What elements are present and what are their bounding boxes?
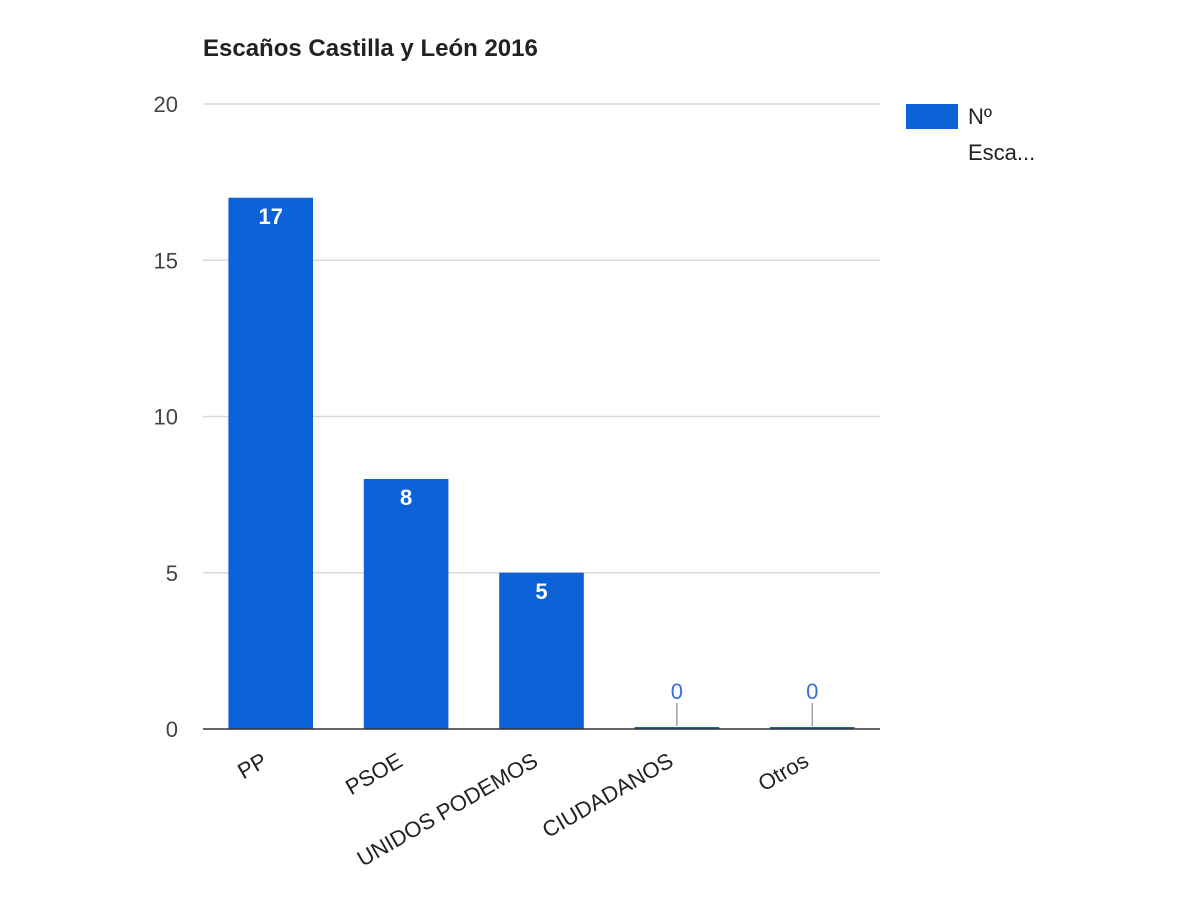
bar[interactable]: [499, 572, 584, 729]
legend: Nº Esca...: [906, 104, 1035, 165]
data-label: 0: [671, 679, 683, 704]
legend-swatch[interactable]: [906, 104, 958, 129]
data-label: 5: [535, 579, 547, 604]
bar[interactable]: [363, 479, 449, 729]
x-tick-label: PSOE: [341, 748, 406, 800]
legend-label: Esca...: [968, 140, 1035, 165]
x-tick-label: Otros: [754, 748, 813, 797]
bar[interactable]: [228, 197, 314, 729]
y-tick-label: 0: [166, 717, 178, 742]
bar[interactable]: [769, 727, 855, 729]
y-tick-label: 10: [154, 405, 178, 430]
chart-title: Escaños Castilla y León 2016: [203, 35, 538, 62]
legend-label: Nº: [968, 104, 992, 129]
bars: [228, 197, 855, 729]
data-label: 8: [400, 485, 412, 510]
bar[interactable]: [634, 727, 720, 729]
x-tick-label: PP: [233, 748, 271, 784]
y-tick-label: 20: [154, 92, 178, 117]
data-labels: 17 8 5 0 0: [258, 204, 818, 726]
data-label: 0: [806, 679, 818, 704]
data-label: 17: [258, 204, 282, 229]
y-tick-label: 15: [154, 248, 178, 273]
x-tick-label: CIUDADANOS: [538, 748, 678, 843]
y-tick-label: 5: [166, 561, 178, 586]
